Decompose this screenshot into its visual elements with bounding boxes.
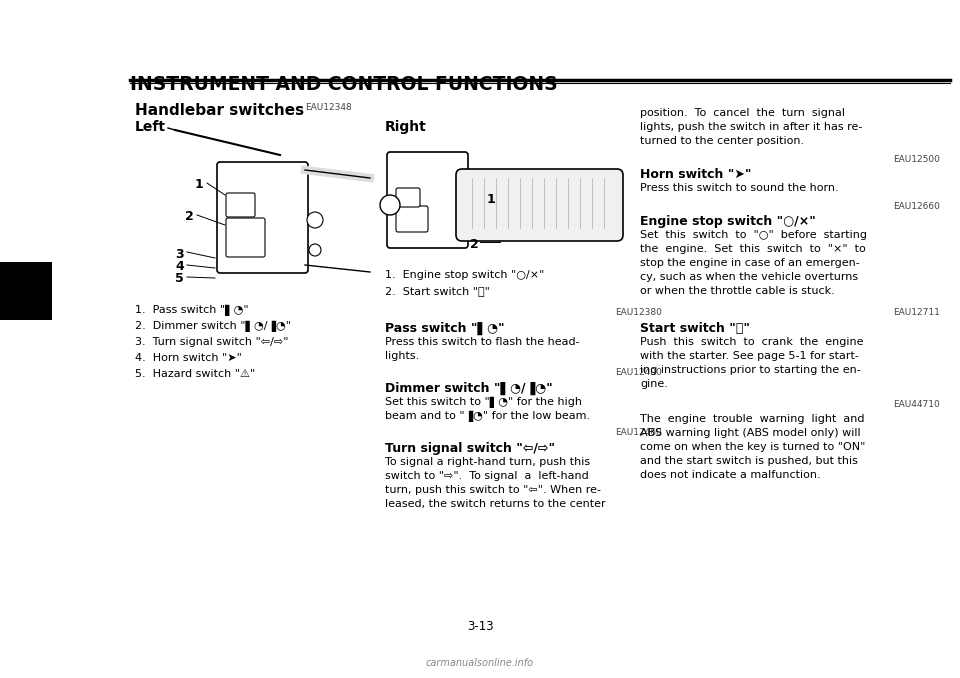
Bar <box>0 262 52 320</box>
Text: INSTRUMENT AND CONTROL FUNCTIONS: INSTRUMENT AND CONTROL FUNCTIONS <box>130 75 558 94</box>
Text: Push  this  switch  to  crank  the  engine: Push this switch to crank the engine <box>640 337 863 347</box>
Text: Engine stop switch "○/⨯": Engine stop switch "○/⨯" <box>640 215 816 228</box>
FancyBboxPatch shape <box>226 218 265 257</box>
Text: 1.  Engine stop switch "○/⨯": 1. Engine stop switch "○/⨯" <box>385 270 544 280</box>
Text: Right: Right <box>385 120 427 134</box>
Text: Dimmer switch "▌◔/▐◔": Dimmer switch "▌◔/▐◔" <box>385 382 553 395</box>
Text: EAU44710: EAU44710 <box>893 400 940 409</box>
Text: EAU12460: EAU12460 <box>615 428 661 437</box>
FancyBboxPatch shape <box>456 169 623 241</box>
Text: or when the throttle cable is stuck.: or when the throttle cable is stuck. <box>640 286 835 296</box>
Circle shape <box>309 244 321 256</box>
Text: beam and to "▐◔" for the low beam.: beam and to "▐◔" for the low beam. <box>385 411 590 422</box>
Text: gine.: gine. <box>640 379 668 389</box>
Text: 3: 3 <box>175 248 183 261</box>
Text: 3-13: 3-13 <box>467 620 493 633</box>
Text: lights, push the switch in after it has re-: lights, push the switch in after it has … <box>640 122 862 132</box>
Text: 4: 4 <box>175 260 183 273</box>
Text: To signal a right-hand turn, push this: To signal a right-hand turn, push this <box>385 457 590 467</box>
Text: Start switch "ⓧ": Start switch "ⓧ" <box>640 322 750 335</box>
Text: Turn signal switch "⇦/⇨": Turn signal switch "⇦/⇨" <box>385 442 555 455</box>
Text: 1: 1 <box>195 178 204 191</box>
Text: ing instructions prior to starting the en-: ing instructions prior to starting the e… <box>640 365 861 375</box>
Text: Set this switch to "▌◔" for the high: Set this switch to "▌◔" for the high <box>385 397 582 408</box>
FancyBboxPatch shape <box>226 193 255 217</box>
Text: stop the engine in case of an emergen-: stop the engine in case of an emergen- <box>640 258 860 268</box>
FancyBboxPatch shape <box>396 206 428 232</box>
Text: ABS warning light (ABS model only) will: ABS warning light (ABS model only) will <box>640 428 860 438</box>
Text: Press this switch to sound the horn.: Press this switch to sound the horn. <box>640 183 839 193</box>
Text: carmanualsonline.info: carmanualsonline.info <box>426 658 534 668</box>
Text: 2.  Dimmer switch "▌◔/▐◔": 2. Dimmer switch "▌◔/▐◔" <box>135 321 291 332</box>
Text: turn, push this switch to "⇦". When re-: turn, push this switch to "⇦". When re- <box>385 485 601 495</box>
Text: Horn switch "➤": Horn switch "➤" <box>640 168 752 181</box>
Text: come on when the key is turned to "ON": come on when the key is turned to "ON" <box>640 442 865 452</box>
FancyBboxPatch shape <box>387 152 468 248</box>
Text: 2.  Start switch "ⓧ": 2. Start switch "ⓧ" <box>385 286 490 296</box>
Text: 2: 2 <box>470 238 479 251</box>
Text: with the starter. See page 5-1 for start-: with the starter. See page 5-1 for start… <box>640 351 859 361</box>
Text: does not indicate a malfunction.: does not indicate a malfunction. <box>640 470 821 480</box>
Text: lights.: lights. <box>385 351 420 361</box>
Text: 3: 3 <box>20 286 33 304</box>
Text: position.  To  cancel  the  turn  signal: position. To cancel the turn signal <box>640 108 845 118</box>
Text: EAU12660: EAU12660 <box>893 202 940 211</box>
Text: 4.  Horn switch "➤": 4. Horn switch "➤" <box>135 353 242 363</box>
Text: Handlebar switches: Handlebar switches <box>135 103 304 118</box>
Text: The  engine  trouble  warning  light  and: The engine trouble warning light and <box>640 414 865 424</box>
Text: cy, such as when the vehicle overturns: cy, such as when the vehicle overturns <box>640 272 858 282</box>
FancyBboxPatch shape <box>217 162 308 273</box>
Text: EAU12380: EAU12380 <box>615 308 661 317</box>
Text: Press this switch to flash the head-: Press this switch to flash the head- <box>385 337 580 347</box>
Text: switch to "⇨".  To signal  a  left-hand: switch to "⇨". To signal a left-hand <box>385 471 588 481</box>
Text: EAU12711: EAU12711 <box>893 308 940 317</box>
Text: Set  this  switch  to  "○"  before  starting: Set this switch to "○" before starting <box>640 230 867 240</box>
Circle shape <box>380 195 400 215</box>
Text: EAU12500: EAU12500 <box>893 155 940 164</box>
Text: 5.  Hazard switch "⚠": 5. Hazard switch "⚠" <box>135 369 255 379</box>
Text: the  engine.  Set  this  switch  to  "⨯"  to: the engine. Set this switch to "⨯" to <box>640 244 866 254</box>
Text: EAU12348: EAU12348 <box>305 103 351 112</box>
Text: 5: 5 <box>175 272 183 285</box>
Text: leased, the switch returns to the center: leased, the switch returns to the center <box>385 499 606 509</box>
Circle shape <box>307 212 323 228</box>
Text: and the start switch is pushed, but this: and the start switch is pushed, but this <box>640 456 858 466</box>
Text: turned to the center position.: turned to the center position. <box>640 136 804 146</box>
Text: 2: 2 <box>185 210 194 223</box>
Text: EAU12400: EAU12400 <box>615 368 661 377</box>
Text: Left: Left <box>135 120 166 134</box>
Text: 1.  Pass switch "▌◔": 1. Pass switch "▌◔" <box>135 305 249 316</box>
Text: 3.  Turn signal switch "⇦/⇨": 3. Turn signal switch "⇦/⇨" <box>135 337 289 347</box>
Text: 1: 1 <box>487 193 495 206</box>
Text: Pass switch "▌◔": Pass switch "▌◔" <box>385 322 505 335</box>
FancyBboxPatch shape <box>396 188 420 207</box>
